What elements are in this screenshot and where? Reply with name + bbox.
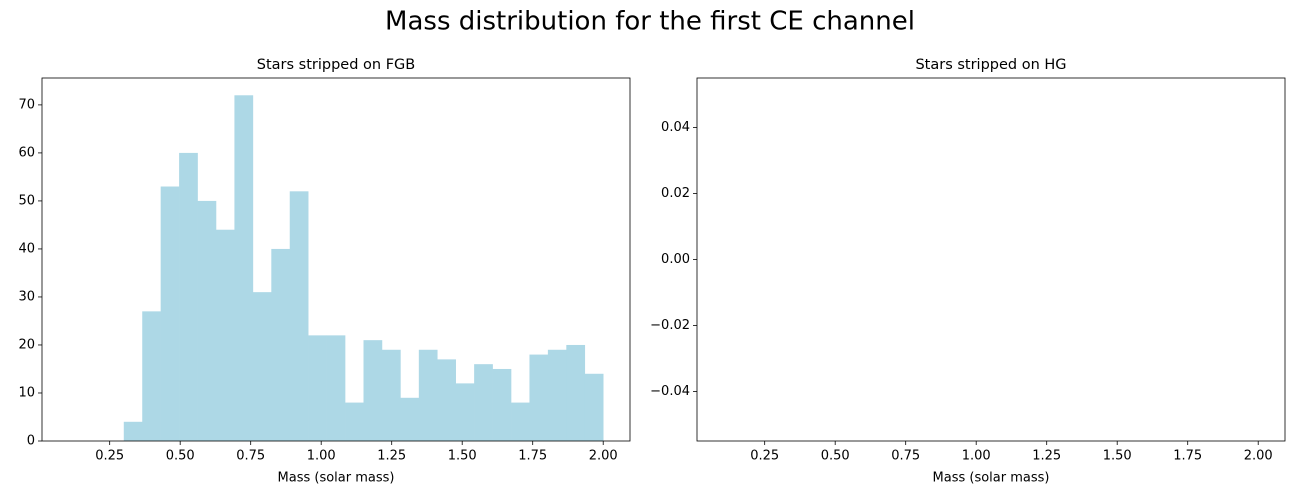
- y-tick-label: 0.02: [661, 186, 690, 201]
- bar: [474, 364, 493, 441]
- bar: [252, 292, 272, 441]
- bar: [381, 349, 401, 441]
- bar: [179, 152, 198, 441]
- bar: [418, 349, 438, 441]
- bar: [234, 95, 254, 442]
- x-tick-label: 0.75: [891, 449, 920, 464]
- axes-frame: [696, 77, 1286, 442]
- x-tick-label: 0.50: [166, 449, 195, 464]
- y-tick-label: 70: [18, 97, 35, 112]
- bar: [437, 359, 456, 441]
- axes-frame: [41, 77, 631, 442]
- y-tick-label: 40: [18, 241, 35, 256]
- bar: [492, 368, 512, 441]
- y-tick-label: 60: [18, 145, 35, 160]
- x-tick-label: 2.00: [589, 449, 618, 464]
- y-tick-label: 0.00: [661, 252, 690, 267]
- subplot-title: Stars stripped on HG: [915, 57, 1066, 73]
- x-tick-label: 1.75: [1173, 449, 1202, 464]
- x-tick-label: 1.50: [1103, 449, 1132, 464]
- bar: [363, 340, 383, 441]
- y-tick-label: 0: [27, 434, 35, 449]
- y-tick-label: −0.02: [650, 318, 690, 333]
- bar: [547, 349, 567, 441]
- subplot-title: Stars stripped on FGB: [257, 57, 415, 73]
- bar: [271, 248, 291, 441]
- bar: [566, 344, 586, 441]
- x-tick-label: 1.75: [518, 449, 547, 464]
- bar: [529, 354, 549, 441]
- figure-title: Mass distribution for the first CE chann…: [385, 7, 915, 37]
- y-tick-label: 0.04: [661, 120, 690, 135]
- y-tick-label: −0.04: [650, 384, 690, 399]
- bar: [142, 311, 161, 441]
- bar: [400, 397, 420, 441]
- x-tick-label: 1.25: [1032, 449, 1061, 464]
- y-tick-label: 10: [18, 385, 35, 400]
- x-tick-label: 1.50: [448, 449, 477, 464]
- bar: [511, 402, 530, 441]
- y-tick-label: 20: [18, 337, 35, 352]
- bar: [197, 200, 217, 441]
- x-axis-label: Mass (solar mass): [278, 471, 395, 486]
- bar: [215, 229, 235, 441]
- x-tick-label: 0.25: [750, 449, 779, 464]
- bar: [160, 186, 180, 441]
- x-tick-label: 1.25: [377, 449, 406, 464]
- x-tick-label: 0.50: [821, 449, 850, 464]
- y-tick-label: 50: [18, 193, 35, 208]
- x-tick-label: 1.00: [962, 449, 991, 464]
- x-tick-label: 0.75: [236, 449, 265, 464]
- bar: [345, 402, 364, 441]
- bar: [123, 421, 143, 441]
- x-tick-label: 0.25: [95, 449, 124, 464]
- bar: [308, 335, 327, 441]
- x-axis-label: Mass (solar mass): [933, 471, 1050, 486]
- x-tick-label: 2.00: [1244, 449, 1273, 464]
- bar: [289, 191, 309, 441]
- bar: [455, 383, 475, 441]
- y-tick-label: 30: [18, 289, 35, 304]
- bar: [326, 335, 346, 441]
- x-tick-label: 1.00: [307, 449, 336, 464]
- bar: [584, 373, 604, 441]
